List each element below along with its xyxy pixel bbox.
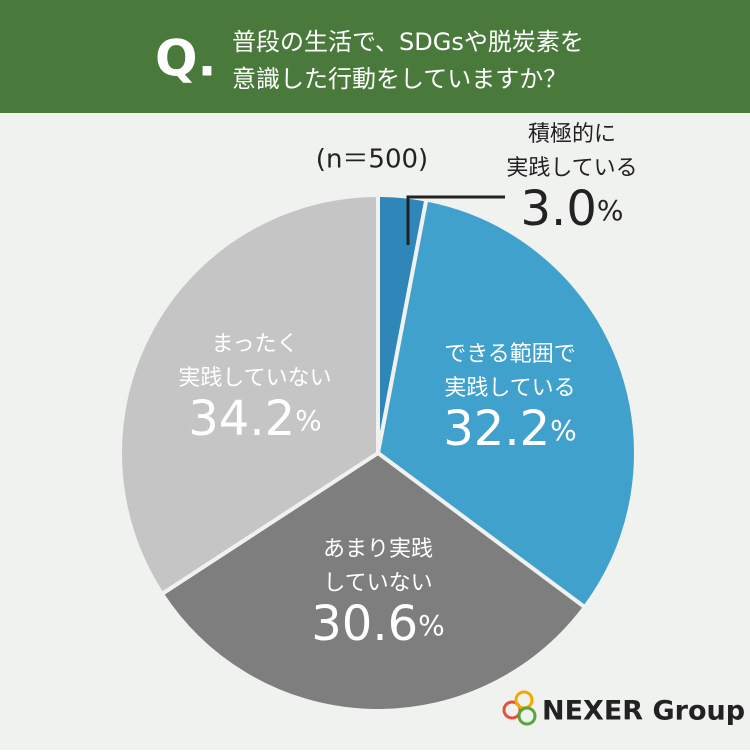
labels: 積極的に実践している3.0%できる範囲で実践している32.2%あまり実践していな… — [178, 122, 637, 652]
value-unit: % — [597, 194, 624, 227]
logo-ring — [517, 706, 537, 726]
logo: NEXER Group — [502, 690, 745, 727]
pie-slice — [118, 193, 380, 596]
question-line: 普段の生活で、SDGsや脱炭素を — [232, 28, 584, 56]
question-line: 意識した行動をしていますか？ — [232, 65, 567, 93]
value-unit: % — [295, 404, 322, 437]
value-number: 30.6 — [311, 596, 418, 652]
category-label: 実践している — [444, 376, 575, 401]
value-unit: % — [418, 609, 445, 642]
value-label: 30.6% — [311, 596, 444, 652]
header-bar — [0, 0, 750, 113]
value-number: 32.2 — [443, 401, 550, 457]
pie-slice — [159, 451, 587, 713]
pie — [118, 193, 638, 713]
category-label: あまり実践 — [323, 537, 433, 562]
value-label: 34.2% — [188, 391, 321, 447]
q-mark: Q. — [155, 30, 217, 88]
value-label: 3.0% — [521, 181, 624, 237]
category-label: 積極的に — [528, 122, 616, 147]
leader-line — [406, 195, 505, 245]
category-label: まったく — [211, 332, 298, 357]
value-number: 3.0 — [521, 181, 597, 237]
category-label: 実践している — [506, 156, 637, 181]
logo-text: NEXER Group — [542, 696, 745, 727]
category-label: できる範囲で — [444, 342, 576, 367]
sample-size: (n＝500) — [316, 145, 428, 175]
category-label: 実践していない — [178, 366, 331, 391]
pie-slice — [376, 197, 638, 610]
value-label: 32.2% — [443, 401, 576, 457]
value-unit: % — [550, 414, 577, 447]
value-number: 34.2 — [188, 391, 295, 447]
category-label: していない — [323, 571, 432, 596]
